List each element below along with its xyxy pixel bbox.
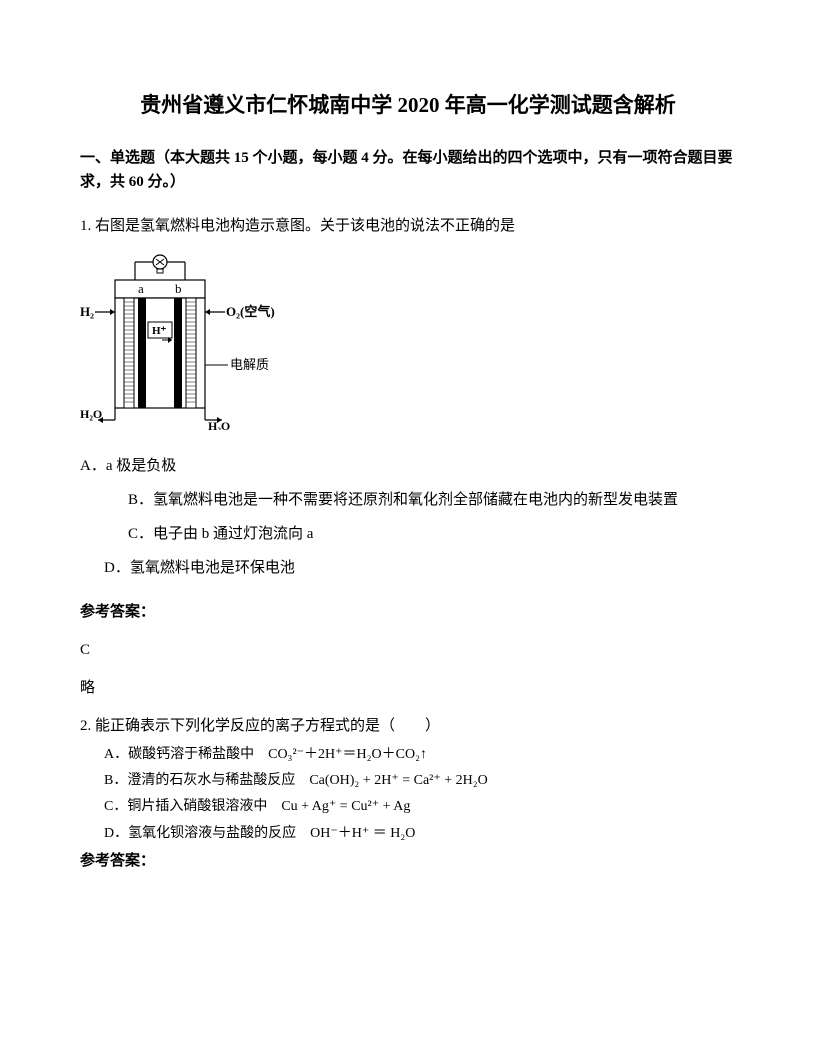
label-o2: O₂(空气) xyxy=(226,304,275,319)
label-h2: H₂ xyxy=(80,304,94,319)
label-b: b xyxy=(175,281,182,296)
q1-answer: C xyxy=(80,638,736,662)
label-h2o-left: H₂O xyxy=(80,407,102,421)
section-heading: 一、单选题（本大题共 15 个小题，每小题 4 分。在每小题给出的四个选项中，只… xyxy=(80,146,736,194)
q2-stem: 2. 能正确表示下列化学反应的离子方程式的是（ ） xyxy=(80,714,736,738)
q1-option-d: D．氢氧燃料电池是环保电池 xyxy=(80,556,736,580)
label-hplus: H⁺ xyxy=(152,325,167,337)
q2-option-b: B．澄清的石灰水与稀盐酸反应 Ca(OH)₂ + 2H⁺ = Ca²⁺ + 2H… xyxy=(80,770,736,792)
page-title: 贵州省遵义市仁怀城南中学 2020 年高一化学测试题含解析 xyxy=(80,90,736,122)
q1-option-b: B．氢氧燃料电池是一种不需要将还原剂和氧化剂全部储藏在电池内的新型发电装置 xyxy=(80,488,736,512)
q1-answer-label: 参考答案： xyxy=(80,600,736,624)
q1-brief: 略 xyxy=(80,676,736,700)
label-a: a xyxy=(138,281,144,296)
q2-option-d: D．氢氧化钡溶液与盐酸的反应 OH⁻＋H⁺ ＝ H₂O xyxy=(80,823,736,845)
label-h2o-right: H₂O xyxy=(208,419,230,430)
q1-stem: 1. 右图是氢氧燃料电池构造示意图。关于该电池的说法不正确的是 xyxy=(80,214,736,238)
q2-option-a: A．碳酸钙溶于稀盐酸中 CO₃²⁻＋2H⁺＝H₂O＋CO₂↑ xyxy=(80,744,736,766)
label-electrolyte: 电解质 xyxy=(230,357,269,372)
fuel-cell-diagram: a b xyxy=(80,250,736,438)
q1-option-c: C．电子由 b 通过灯泡流向 a xyxy=(80,522,736,546)
q2-option-c: C．铜片插入硝酸银溶液中 Cu + Ag⁺ = Cu²⁺ + Ag xyxy=(80,796,736,818)
question-2: 2. 能正确表示下列化学反应的离子方程式的是（ ） A．碳酸钙溶于稀盐酸中 CO… xyxy=(80,714,736,874)
question-1: 1. 右图是氢氧燃料电池构造示意图。关于该电池的说法不正确的是 a b xyxy=(80,214,736,700)
q1-option-a: A．a 极是负极 xyxy=(80,454,736,478)
q2-answer-label: 参考答案： xyxy=(80,849,736,873)
